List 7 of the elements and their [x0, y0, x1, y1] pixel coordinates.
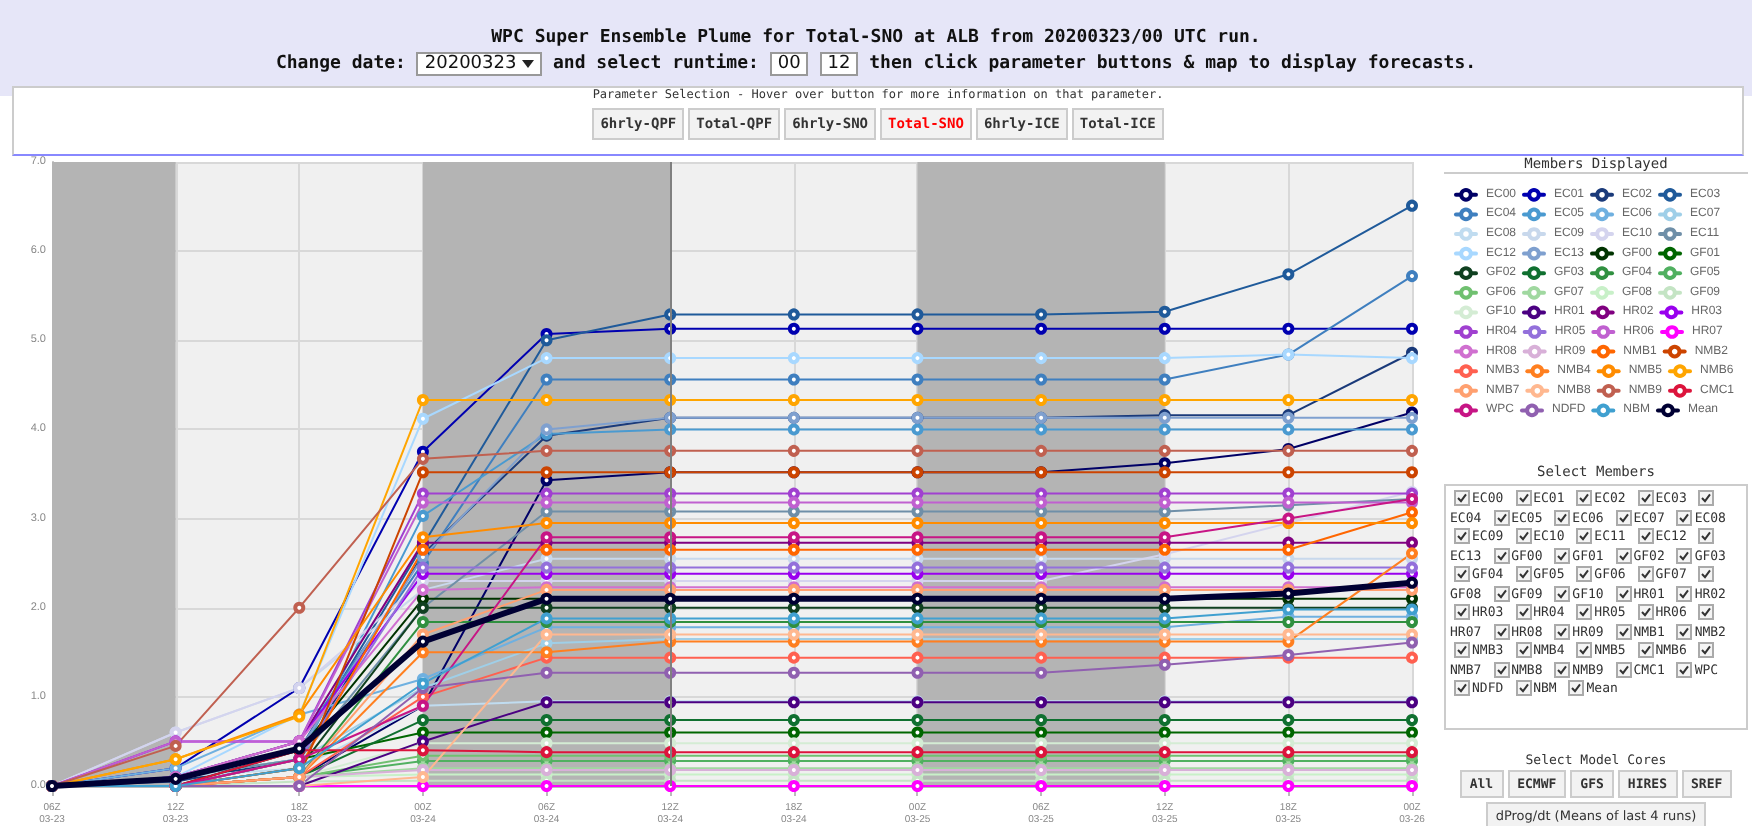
chart-title: WPC Super Ensemble Plume for Total-SNO at ALB from 20200323/00 UTC run.	[489, 26, 1263, 48]
text: then click parameter buttons & map to display forecasts.	[867, 54, 1477, 74]
hour-field: 12	[819, 52, 859, 76]
hour-field: 00	[769, 52, 809, 76]
text: and select runtime:	[550, 54, 761, 74]
date-dropdown: 20200323	[416, 52, 543, 76]
text: Change date:	[275, 54, 408, 74]
